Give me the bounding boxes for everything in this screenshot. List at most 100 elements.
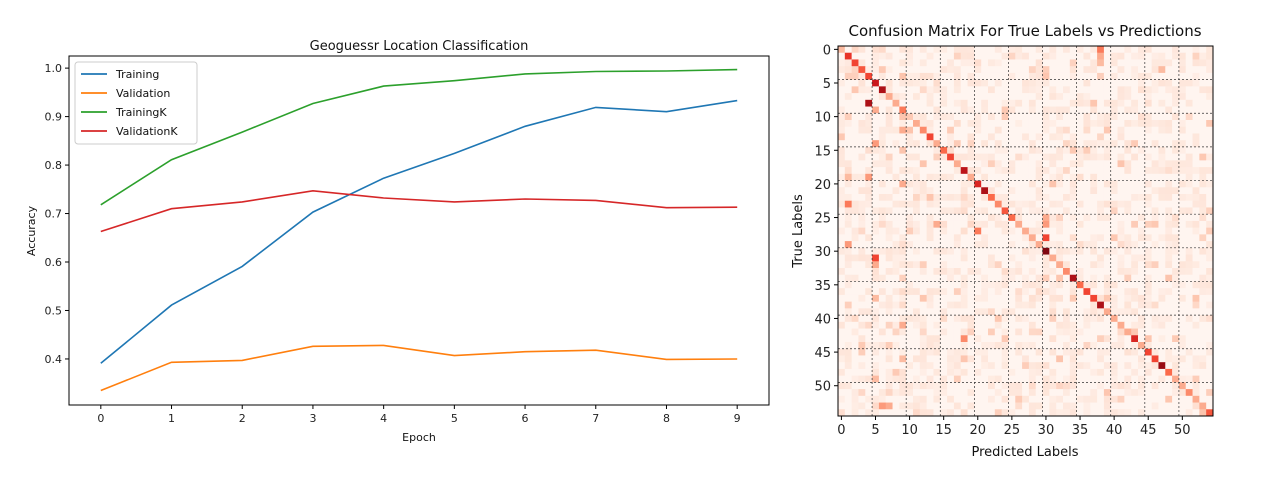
heatmap-cell bbox=[1110, 200, 1118, 208]
heatmap-cell bbox=[1069, 173, 1078, 181]
heatmap-cell bbox=[981, 207, 989, 215]
heatmap-cell bbox=[1069, 227, 1078, 235]
heatmap-cell bbox=[967, 160, 975, 168]
heatmap-cell bbox=[1076, 120, 1084, 128]
heatmap-cell bbox=[1056, 315, 1064, 323]
heatmap-cell bbox=[947, 106, 955, 114]
heatmap-cell bbox=[1151, 99, 1159, 107]
heatmap-cell bbox=[1056, 140, 1064, 148]
heatmap-cell bbox=[960, 261, 968, 269]
heatmap-cell bbox=[974, 207, 982, 215]
heatmap-cell bbox=[940, 342, 948, 350]
heatmap-cell bbox=[858, 214, 866, 222]
heatmap-cell bbox=[1035, 288, 1043, 296]
heatmap-cell bbox=[892, 133, 900, 141]
heatmap-cell bbox=[1192, 113, 1200, 121]
heatmap-cell bbox=[1138, 315, 1146, 323]
heatmap-cell bbox=[865, 234, 873, 242]
heatmap-cell bbox=[1008, 402, 1016, 410]
heatmap-cell bbox=[1144, 362, 1153, 370]
heatmap-cell bbox=[1138, 214, 1146, 222]
heatmap-cell bbox=[1192, 93, 1200, 101]
heatmap-cell bbox=[1042, 200, 1050, 208]
heatmap-cell bbox=[913, 355, 921, 363]
heatmap-cell bbox=[865, 315, 873, 323]
heatmap-cell bbox=[960, 66, 968, 74]
heatmap-cell bbox=[913, 315, 921, 323]
heatmap-cell bbox=[1138, 227, 1146, 235]
heatmap-cell bbox=[906, 86, 914, 94]
heatmap-cell bbox=[1110, 133, 1118, 141]
heatmap-cell bbox=[899, 214, 907, 222]
heatmap-cell bbox=[878, 167, 887, 175]
heatmap-cell bbox=[858, 382, 866, 390]
heatmap-cell bbox=[1138, 93, 1146, 101]
heatmap-cell bbox=[844, 382, 853, 390]
heatmap-cell bbox=[981, 173, 989, 181]
heatmap-cell bbox=[1097, 355, 1105, 363]
heatmap-cell bbox=[885, 362, 893, 370]
chart1-legend-label: Validation bbox=[116, 87, 170, 100]
heatmap-cell bbox=[1035, 160, 1043, 168]
heatmap-cell bbox=[1022, 274, 1030, 282]
heatmap-cell bbox=[1015, 402, 1023, 410]
heatmap-cell bbox=[1110, 146, 1118, 155]
heatmap-cell bbox=[1028, 140, 1037, 148]
heatmap-cell bbox=[940, 294, 948, 303]
heatmap-cell bbox=[899, 348, 907, 356]
heatmap-cell bbox=[994, 72, 1003, 81]
heatmap-cell bbox=[947, 368, 955, 377]
heatmap-cell bbox=[953, 194, 962, 202]
heatmap-cell bbox=[1056, 160, 1064, 168]
heatmap-cell bbox=[988, 227, 996, 235]
heatmap-cell bbox=[872, 241, 880, 249]
heatmap-cell bbox=[878, 348, 887, 356]
heatmap-cell bbox=[953, 389, 962, 397]
heatmap-cell bbox=[1178, 368, 1187, 377]
heatmap-cell bbox=[851, 207, 859, 215]
heatmap-cell bbox=[878, 52, 887, 60]
heatmap-cell bbox=[899, 86, 907, 94]
heatmap-cell bbox=[844, 72, 853, 81]
heatmap-cell bbox=[1165, 46, 1173, 54]
heatmap-cell bbox=[1165, 321, 1173, 329]
heatmap-cell bbox=[926, 200, 934, 208]
heatmap-cell bbox=[885, 207, 893, 215]
heatmap-cell bbox=[1138, 59, 1146, 67]
heatmap-cell bbox=[967, 355, 975, 363]
heatmap-cell bbox=[981, 268, 989, 276]
chart2-ytick-label: 10 bbox=[814, 111, 831, 126]
heatmap-cell bbox=[872, 207, 880, 215]
heatmap-cell bbox=[960, 328, 968, 336]
heatmap-cell bbox=[1103, 382, 1112, 390]
heatmap-cell bbox=[974, 194, 982, 202]
heatmap-cell bbox=[899, 355, 907, 363]
heatmap-cell bbox=[940, 72, 948, 81]
heatmap-cell bbox=[1138, 207, 1146, 215]
heatmap-cell bbox=[926, 355, 934, 363]
heatmap-cell bbox=[1138, 254, 1146, 262]
heatmap-cell bbox=[1192, 335, 1200, 343]
heatmap-cell bbox=[892, 207, 900, 215]
heatmap-cell bbox=[872, 187, 880, 195]
heatmap-cell bbox=[906, 348, 914, 356]
heatmap-cell bbox=[940, 355, 948, 363]
heatmap-cell bbox=[967, 46, 975, 54]
heatmap-cell bbox=[844, 126, 853, 134]
heatmap-cell bbox=[1158, 52, 1166, 60]
heatmap-cell bbox=[1015, 66, 1023, 74]
heatmap-cell bbox=[851, 93, 859, 101]
heatmap-cell bbox=[1035, 146, 1043, 155]
heatmap-cell bbox=[1042, 362, 1050, 370]
heatmap-cell bbox=[838, 140, 846, 148]
heatmap-cell bbox=[1022, 52, 1030, 60]
heatmap-cell bbox=[838, 126, 846, 134]
heatmap-cell bbox=[1028, 200, 1037, 208]
heatmap-cell bbox=[1056, 93, 1064, 101]
heatmap-cell bbox=[1063, 167, 1071, 175]
heatmap-cell bbox=[1110, 382, 1118, 390]
heatmap-cell bbox=[1028, 335, 1037, 343]
heatmap-cell bbox=[988, 234, 996, 242]
heatmap-cell bbox=[1110, 106, 1118, 114]
heatmap-cell bbox=[885, 194, 893, 202]
